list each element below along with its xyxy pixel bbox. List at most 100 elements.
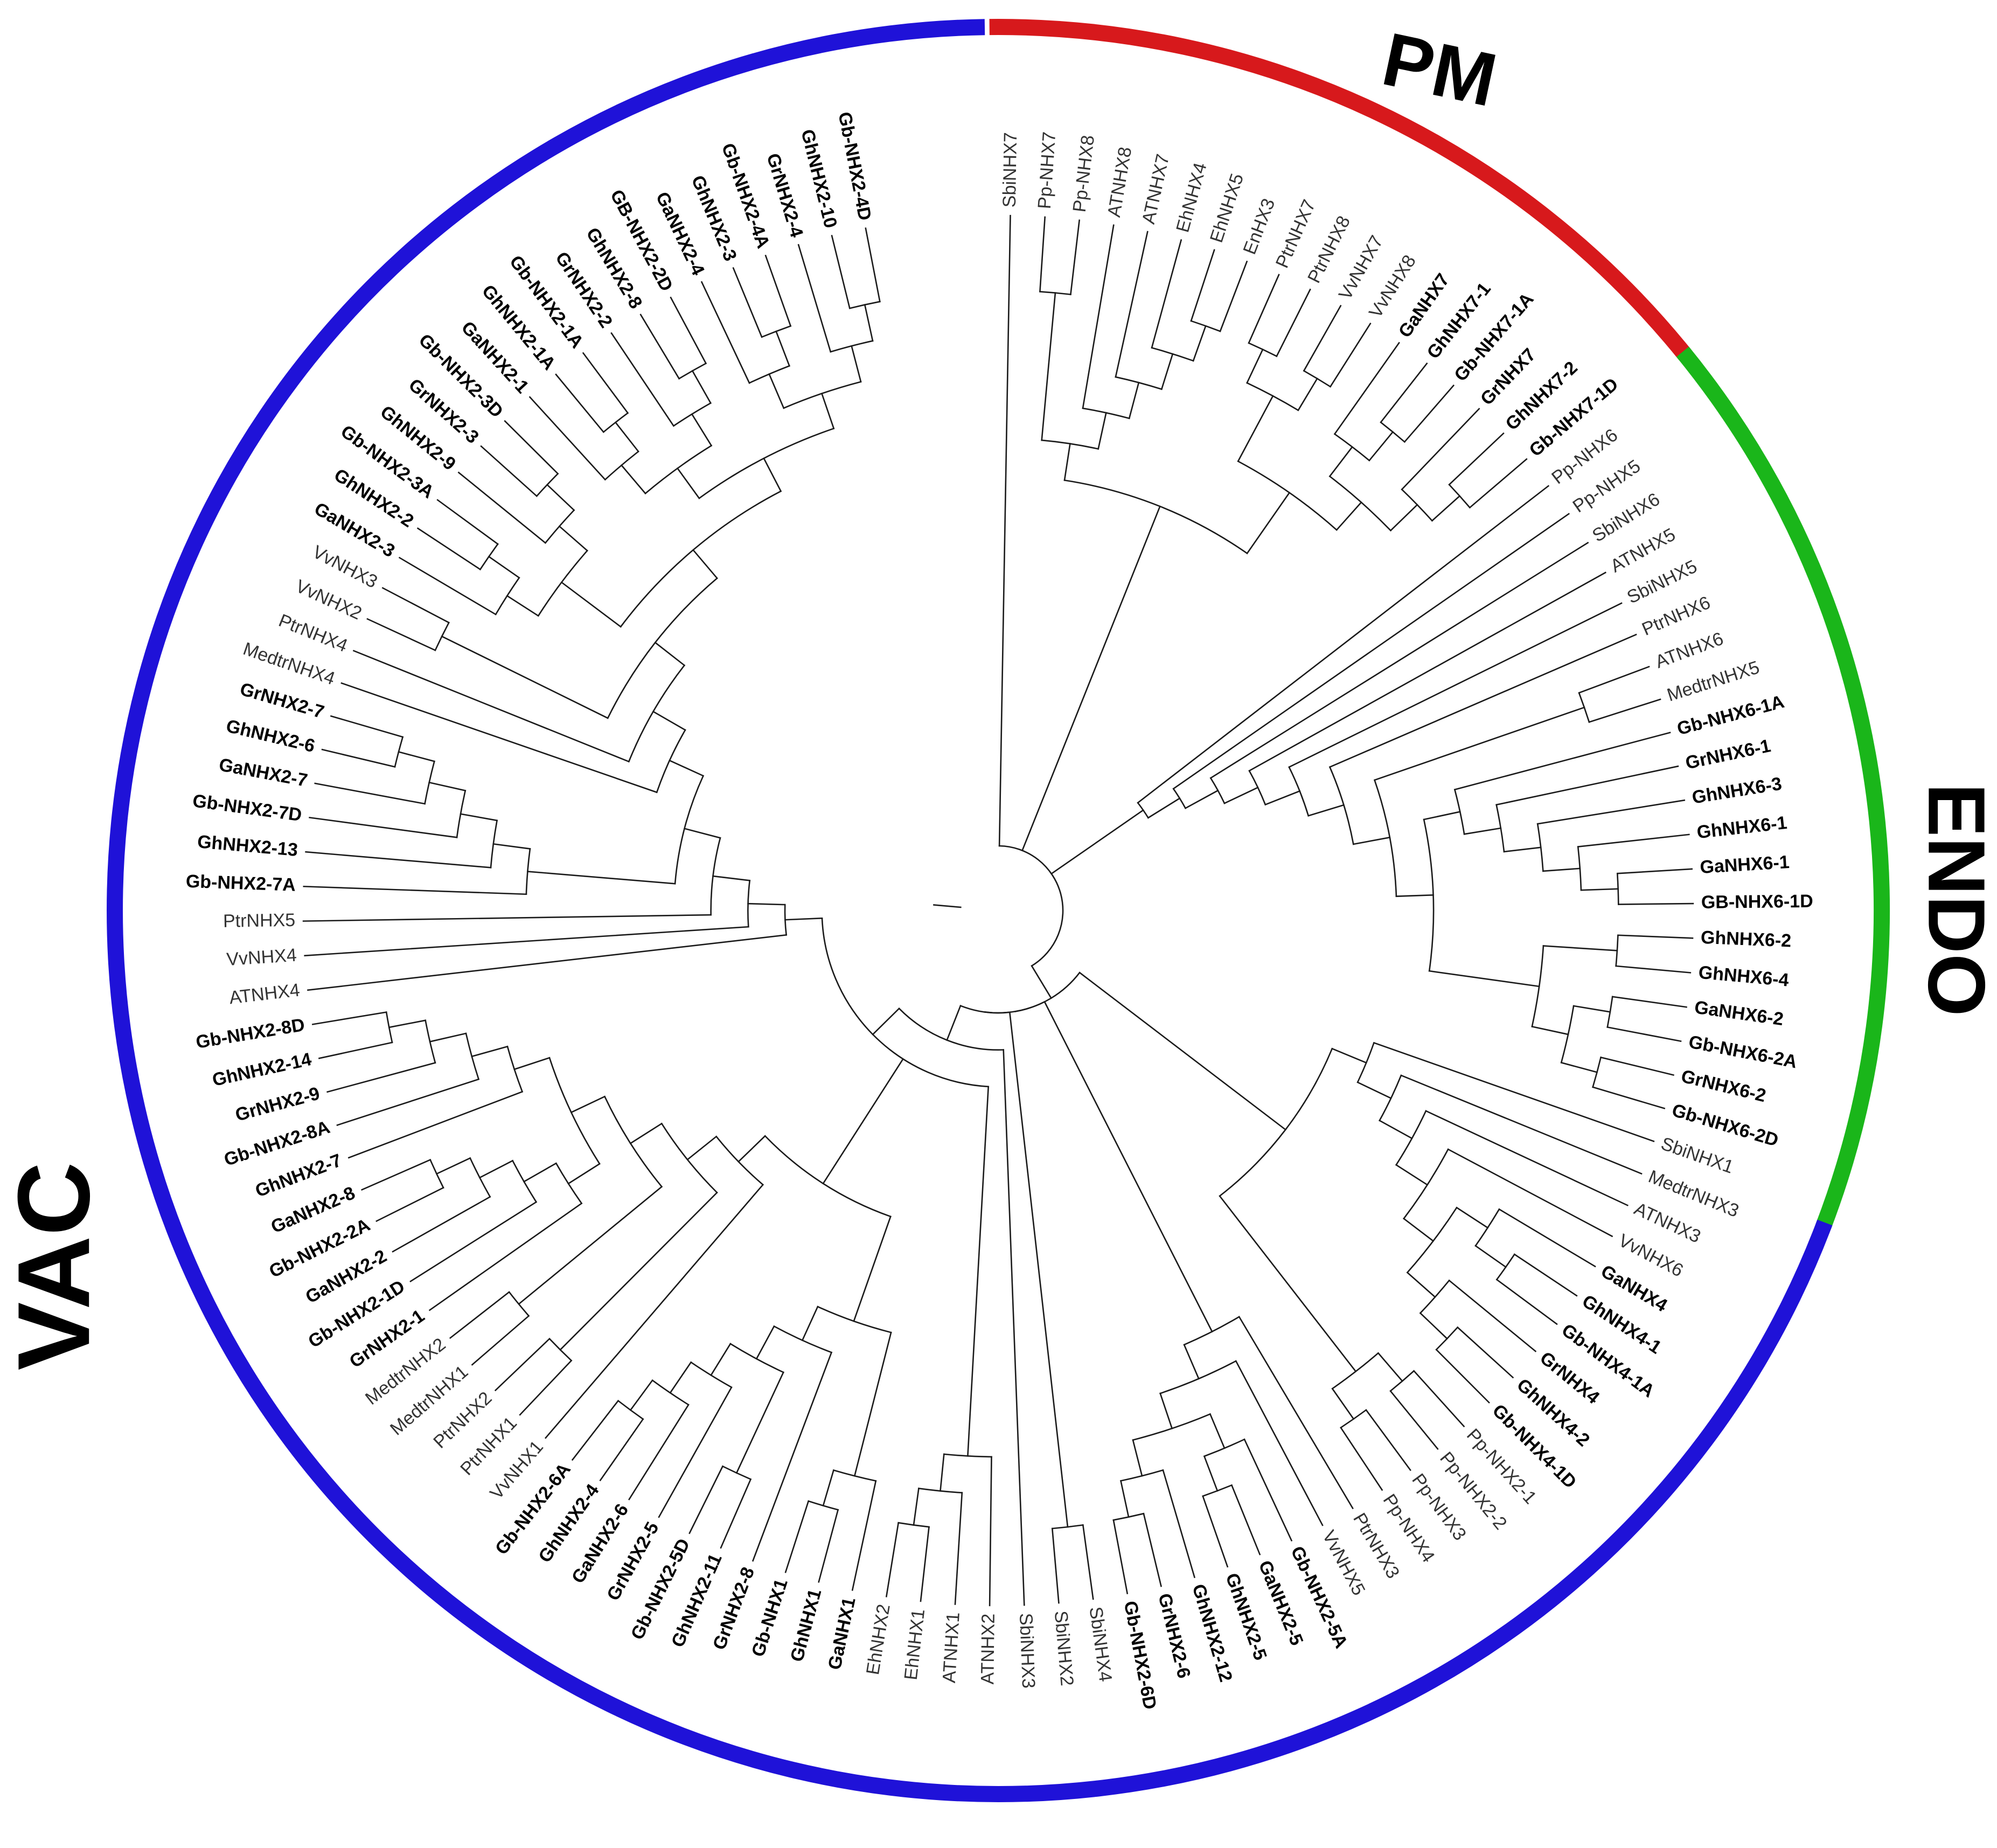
branch-n_v18 — [1209, 1413, 1226, 1449]
clade-arc-n_v55 — [710, 837, 721, 916]
branch-gb-nhx2-7a — [303, 885, 527, 895]
branch-atnhx6 — [1578, 665, 1650, 694]
branch-n_v11 — [1219, 1195, 1357, 1373]
leaf-gb-nhx2-7d: Gb-NHX2-7D — [191, 790, 303, 825]
clade-arc-n_v66 — [620, 490, 782, 628]
branch-n_v29 — [822, 1058, 904, 1185]
branch-ghnhx2-3 — [732, 267, 763, 338]
group-arc-pm — [989, 19, 1692, 360]
subfamily-arcs — [107, 19, 1890, 1802]
branch-n_v75 — [614, 421, 639, 453]
branch-n_v55 — [712, 875, 751, 881]
branch-n_v73 — [676, 467, 700, 499]
branch-n_pm2c — [1328, 446, 1353, 477]
branch-n_v70 — [558, 525, 588, 552]
leaf-atnhx7: ATNHX7 — [1138, 152, 1173, 226]
branch-n_pm1e — [1192, 325, 1207, 362]
branch-vvnhx7 — [1303, 304, 1342, 372]
branch-sbinhx2 — [1051, 1527, 1060, 1604]
leaf-ganhx6-2: GaNHX6-2 — [1693, 997, 1785, 1030]
branch-gb-nhx2-2d — [670, 296, 707, 365]
branch-ptrnhx6 — [1328, 634, 1637, 768]
leaf-grnhx6-2: GrNHX6-2 — [1679, 1066, 1768, 1106]
clade-arc-n_pm1b — [1082, 407, 1130, 420]
branch-n_e8 — [1395, 894, 1434, 897]
branch-medtrnhx3 — [1400, 1074, 1643, 1175]
branch-gb-nhx6-2d — [1592, 1086, 1666, 1109]
branch-n_v13 — [1331, 1387, 1355, 1420]
branch-ghnhx2-11 — [720, 1478, 752, 1549]
branch-ghnhx6-4 — [1615, 965, 1692, 974]
branch-gb-nhx2-6d — [1112, 1519, 1129, 1595]
branch-n_v78 — [820, 392, 835, 429]
clade-arc-n_v37 — [651, 1379, 690, 1406]
clade-arc-n_v40 — [660, 1122, 718, 1194]
clade-arc-n_v68 — [495, 576, 520, 616]
branch-sbinhx6 — [1209, 541, 1589, 779]
branch-n_v28 — [913, 1488, 920, 1526]
leaf-gb-nhx2-4d: Gb-NHX2-4D — [834, 110, 875, 223]
branch-n_v61 — [398, 751, 435, 762]
leaf-ptrnhx4: PtrNHX4 — [276, 610, 351, 656]
branch-grnhx2-2 — [610, 332, 675, 427]
branch-n_e17 — [1572, 1005, 1611, 1013]
branch-ganhx2-5 — [1230, 1484, 1261, 1555]
group-label-endo: ENDO — [1911, 783, 1997, 1016]
branch-n_v69 — [488, 555, 520, 579]
leaf-gb-nhx1: Gb-NHX1 — [748, 1576, 792, 1659]
branch-n_v76 — [691, 413, 713, 447]
branch-n_pm2 — [1246, 491, 1291, 554]
clade-arc-n_e18 — [1592, 1056, 1602, 1088]
leaf-grnhx2-7: GrNHX2-7 — [238, 679, 326, 722]
branch-pp-nhx6 — [1137, 485, 1550, 804]
branch-ganhx4 — [1498, 1208, 1596, 1268]
branch-vvnhx6 — [1447, 1148, 1613, 1238]
clade-arc-n_v13 — [1340, 1409, 1367, 1429]
clade-arc-n_v63 — [628, 664, 686, 763]
branch-gb-nhx2-2a — [375, 1186, 444, 1222]
branch-n_v26 — [967, 1086, 990, 1457]
branch-n_v51 — [429, 1032, 467, 1043]
branch-n_v37 — [669, 1361, 692, 1394]
branch-gb-nhx1 — [784, 1500, 810, 1573]
leaf-ehnhx4: EhNHX4 — [1172, 161, 1210, 235]
group-arc-endo — [1676, 346, 1890, 1230]
branch-n_v9 — [1406, 1272, 1436, 1298]
branch-n_pm2e — [1389, 504, 1418, 532]
leaf-ehnhx5: EhNHX5 — [1206, 171, 1248, 245]
clade-arc-n_pm2b — [1328, 475, 1392, 532]
leaf-pp-nhx7: Pp-NHX7 — [1034, 131, 1060, 210]
branch-gb-nhx2-4a — [764, 254, 792, 327]
clade-arc-n_v69 — [479, 543, 499, 571]
clade-arc-root — [998, 845, 1064, 967]
branch-grnhx6-1 — [1495, 765, 1679, 806]
clade-arc-n_v18 — [1203, 1438, 1245, 1457]
leaf-atnhx8: ATNHX8 — [1104, 145, 1136, 219]
branch-medtrnhx4 — [340, 682, 658, 794]
branch-ghnhx2-1a — [555, 373, 605, 433]
branch-n_e2 — [1184, 789, 1219, 809]
branch-n_pp — [1041, 292, 1056, 441]
branch-n_v40 — [686, 1135, 718, 1161]
clade-arc-n_v67 — [537, 550, 588, 617]
leaf-ghnhx2-14: GhNHX2-14 — [211, 1049, 314, 1090]
branch-n_v15 — [1043, 1001, 1213, 1333]
clade-arc-n_v42 — [603, 1095, 663, 1188]
branch-ptrnhx8 — [1276, 288, 1311, 357]
branch-ehnhx1 — [920, 1526, 930, 1602]
clade-arc-n_v24 — [898, 1007, 1005, 1051]
clade-arc-n_v65 — [434, 621, 450, 651]
leaf-labels: SbiNHX7 Pp-NHX7 Pp-NHX8 ATNHX8 ATNHX7EhNHX4E… — [185, 110, 1813, 1711]
branch-grnhx2-8 — [752, 1351, 833, 1562]
branch-vvnhx5 — [1235, 1360, 1324, 1526]
clade-arc-n_e7 — [1578, 692, 1590, 723]
leaf-gb-nhx6-2a: Gb-NHX6-2A — [1687, 1032, 1799, 1073]
branch-n_v3 — [1356, 1081, 1392, 1100]
branch-gb-nhx4-1a — [1495, 1279, 1558, 1325]
leaf-ghnhx1: GhNHX1 — [787, 1587, 825, 1664]
branch-n_v72 — [763, 457, 782, 492]
clade-arc-n_pm2c — [1333, 433, 1370, 462]
branch-n_v56 — [683, 828, 721, 839]
clade-arc-n_v45 — [555, 1162, 583, 1205]
branch-n_v6 — [1402, 1217, 1435, 1242]
